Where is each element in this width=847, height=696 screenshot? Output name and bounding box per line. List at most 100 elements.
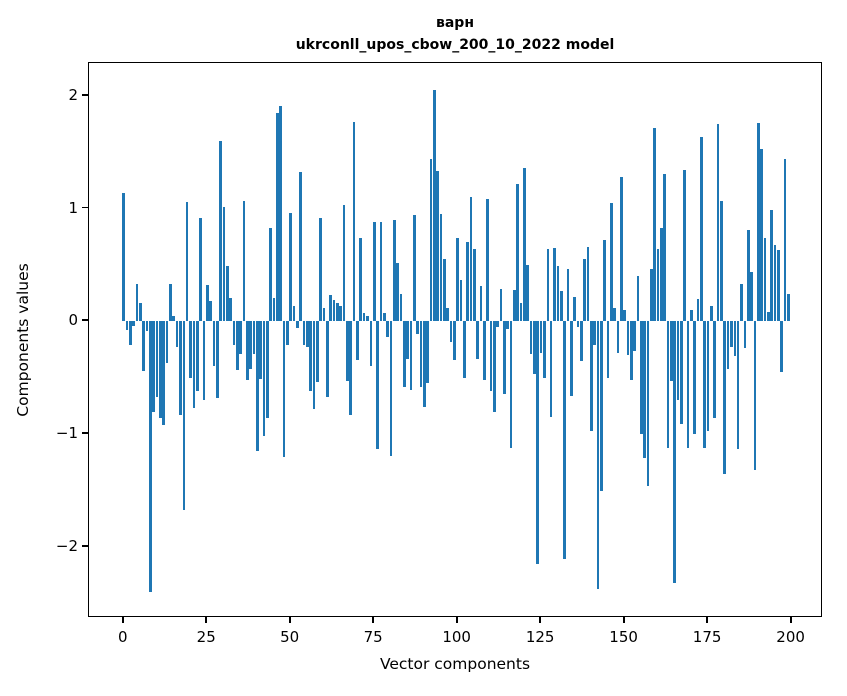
bar <box>349 321 353 415</box>
bar <box>329 295 333 322</box>
bar <box>599 321 603 491</box>
bar <box>255 321 259 452</box>
bar <box>386 321 389 338</box>
bar <box>212 321 216 367</box>
bar <box>566 269 570 322</box>
y-tick-label: 1 <box>68 198 78 217</box>
bar <box>463 321 466 378</box>
bar <box>452 321 456 360</box>
bar <box>466 242 469 322</box>
bar <box>459 279 463 322</box>
bar <box>135 284 139 322</box>
bar <box>309 321 313 392</box>
bar <box>526 264 530 322</box>
bar <box>416 321 419 334</box>
bar <box>382 313 386 322</box>
bar <box>189 321 192 378</box>
bar <box>262 321 266 437</box>
bar <box>656 249 660 322</box>
bar <box>279 105 282 322</box>
bar <box>376 321 379 449</box>
bar <box>666 321 670 448</box>
bar <box>245 321 249 380</box>
bar <box>172 315 176 322</box>
bar <box>716 123 720 322</box>
bar <box>519 303 523 322</box>
bar <box>646 321 650 486</box>
chart-title: варн ukrconll_upos_cbow_200_10_2022 model <box>88 12 822 56</box>
bar <box>252 321 256 355</box>
bar <box>479 286 483 322</box>
bar <box>239 321 242 355</box>
bar <box>359 237 363 322</box>
bar <box>225 266 229 322</box>
bar <box>292 305 296 322</box>
bar <box>209 301 212 322</box>
bar <box>670 321 673 382</box>
x-tick-label: 175 <box>692 628 722 646</box>
bar <box>392 219 396 322</box>
bar <box>563 321 566 560</box>
bar <box>523 167 526 322</box>
bar <box>569 321 573 396</box>
bar <box>559 290 563 322</box>
bar <box>202 321 206 401</box>
bar <box>409 321 413 391</box>
bar <box>750 271 753 322</box>
bar <box>710 305 713 322</box>
x-tick-mark <box>622 617 625 623</box>
x-tick-label: 0 <box>117 628 128 646</box>
bar <box>743 321 747 349</box>
x-tick-label: 200 <box>776 628 805 646</box>
bar <box>626 321 630 356</box>
bar <box>326 321 329 397</box>
bar <box>192 321 196 409</box>
bar <box>396 262 399 322</box>
chart-title-line1: варн <box>435 15 474 31</box>
bar <box>422 321 426 408</box>
bar <box>763 237 767 322</box>
bar <box>429 158 433 322</box>
bar <box>356 321 359 360</box>
bar <box>483 321 486 380</box>
bar <box>673 321 677 584</box>
bar <box>346 321 349 382</box>
bar <box>259 321 262 379</box>
y-tick-mark <box>82 432 88 435</box>
bar <box>342 205 346 322</box>
bar <box>606 321 610 378</box>
bar <box>533 321 536 375</box>
bar <box>402 321 406 387</box>
bar <box>249 321 252 369</box>
x-tick-mark <box>539 617 542 623</box>
bar <box>660 227 663 322</box>
bar <box>312 321 316 410</box>
bar <box>680 321 683 424</box>
bar <box>446 307 449 322</box>
bar <box>703 321 707 448</box>
bar <box>496 321 500 327</box>
bar <box>720 200 723 322</box>
x-tick-label: 125 <box>525 628 555 646</box>
bar <box>439 214 443 322</box>
bar <box>302 321 306 345</box>
bar <box>442 259 446 322</box>
bar <box>726 321 730 369</box>
x-tick-mark <box>455 617 458 623</box>
bar <box>412 215 416 322</box>
bar <box>185 201 189 322</box>
bar <box>503 321 506 394</box>
bar <box>456 237 459 322</box>
y-tick-label: −2 <box>55 536 78 555</box>
bar <box>289 213 293 322</box>
bar <box>449 321 453 342</box>
bar <box>780 321 783 373</box>
bar <box>770 209 773 322</box>
bar <box>760 148 763 322</box>
bar <box>372 222 376 322</box>
x-tick-mark <box>205 617 208 623</box>
x-tick-mark <box>706 617 709 623</box>
chart-title-line2: ukrconll_upos_cbow_200_10_2022 model <box>295 37 615 53</box>
bar <box>162 321 166 426</box>
